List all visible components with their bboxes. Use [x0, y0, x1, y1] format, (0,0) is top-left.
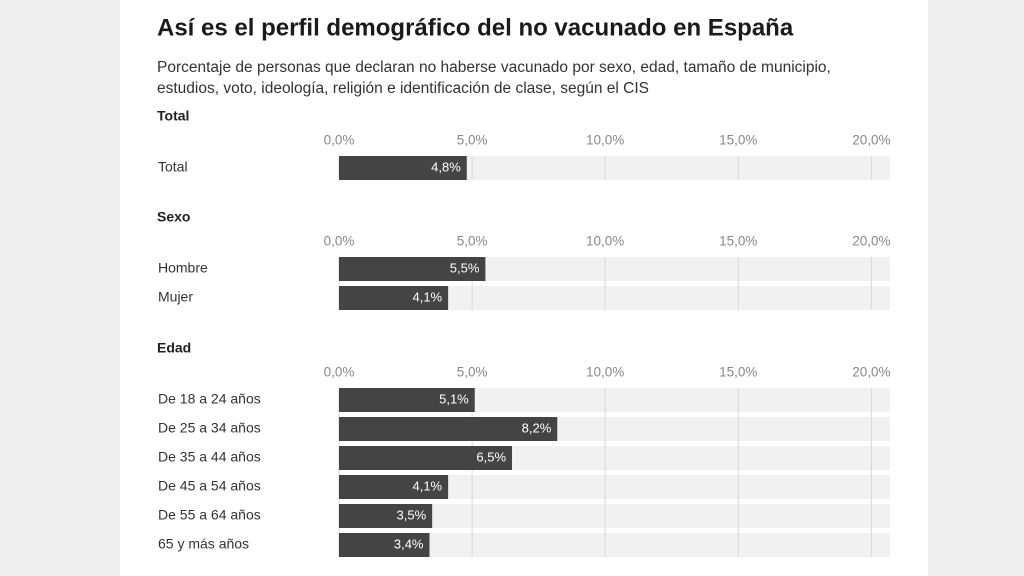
- value-label: 4,1%: [412, 289, 442, 304]
- section-title: Sexo: [157, 209, 190, 225]
- value-label: 6,5%: [476, 449, 506, 464]
- value-label: 3,5%: [397, 507, 427, 522]
- chart-title: Así es el perfil demográfico del no vacu…: [157, 14, 794, 41]
- value-label: 4,8%: [431, 159, 461, 174]
- bar-track: [339, 533, 890, 557]
- x-tick-label: 5,0%: [457, 133, 488, 148]
- x-tick-label: 0,0%: [324, 234, 355, 249]
- bar: [339, 417, 558, 441]
- x-tick-label: 10,0%: [586, 365, 624, 380]
- x-tick-label: 5,0%: [457, 234, 488, 249]
- chart-subtitle: Porcentaje de personas que declaran no h…: [157, 59, 831, 76]
- category-label: Total: [158, 159, 188, 175]
- category-label: 65 y más años: [158, 536, 249, 552]
- bar: [339, 388, 475, 412]
- x-tick-label: 15,0%: [719, 133, 757, 148]
- x-tick-label: 15,0%: [719, 234, 757, 249]
- x-tick-label: 20,0%: [852, 133, 890, 148]
- category-label: De 18 a 24 años: [158, 391, 261, 407]
- x-tick-label: 20,0%: [852, 365, 890, 380]
- value-label: 5,5%: [450, 260, 480, 275]
- value-label: 5,1%: [439, 391, 469, 406]
- bar: [339, 257, 486, 281]
- category-label: Hombre: [158, 260, 208, 276]
- category-label: De 55 a 64 años: [158, 507, 261, 523]
- x-tick-label: 5,0%: [457, 365, 488, 380]
- bar: [339, 286, 449, 310]
- bar: [339, 475, 449, 499]
- bar: [339, 504, 433, 528]
- x-tick-label: 0,0%: [324, 365, 355, 380]
- x-tick-label: 0,0%: [324, 133, 355, 148]
- category-label: Mujer: [158, 289, 193, 305]
- value-label: 8,2%: [522, 420, 552, 435]
- category-label: De 35 a 44 años: [158, 449, 261, 465]
- section-title: Total: [157, 108, 189, 124]
- section-title: Edad: [157, 340, 191, 356]
- category-label: De 25 a 34 años: [158, 420, 261, 436]
- category-label: De 45 a 54 años: [158, 478, 261, 494]
- x-tick-label: 10,0%: [586, 133, 624, 148]
- x-tick-label: 10,0%: [586, 234, 624, 249]
- bar: [339, 446, 513, 470]
- value-label: 4,1%: [412, 478, 442, 493]
- chart-subtitle: estudios, voto, ideología, religión e id…: [157, 80, 649, 97]
- value-label: 3,4%: [394, 536, 424, 551]
- bar: [339, 533, 430, 557]
- bar: [339, 156, 467, 180]
- x-tick-label: 15,0%: [719, 365, 757, 380]
- x-tick-label: 20,0%: [852, 234, 890, 249]
